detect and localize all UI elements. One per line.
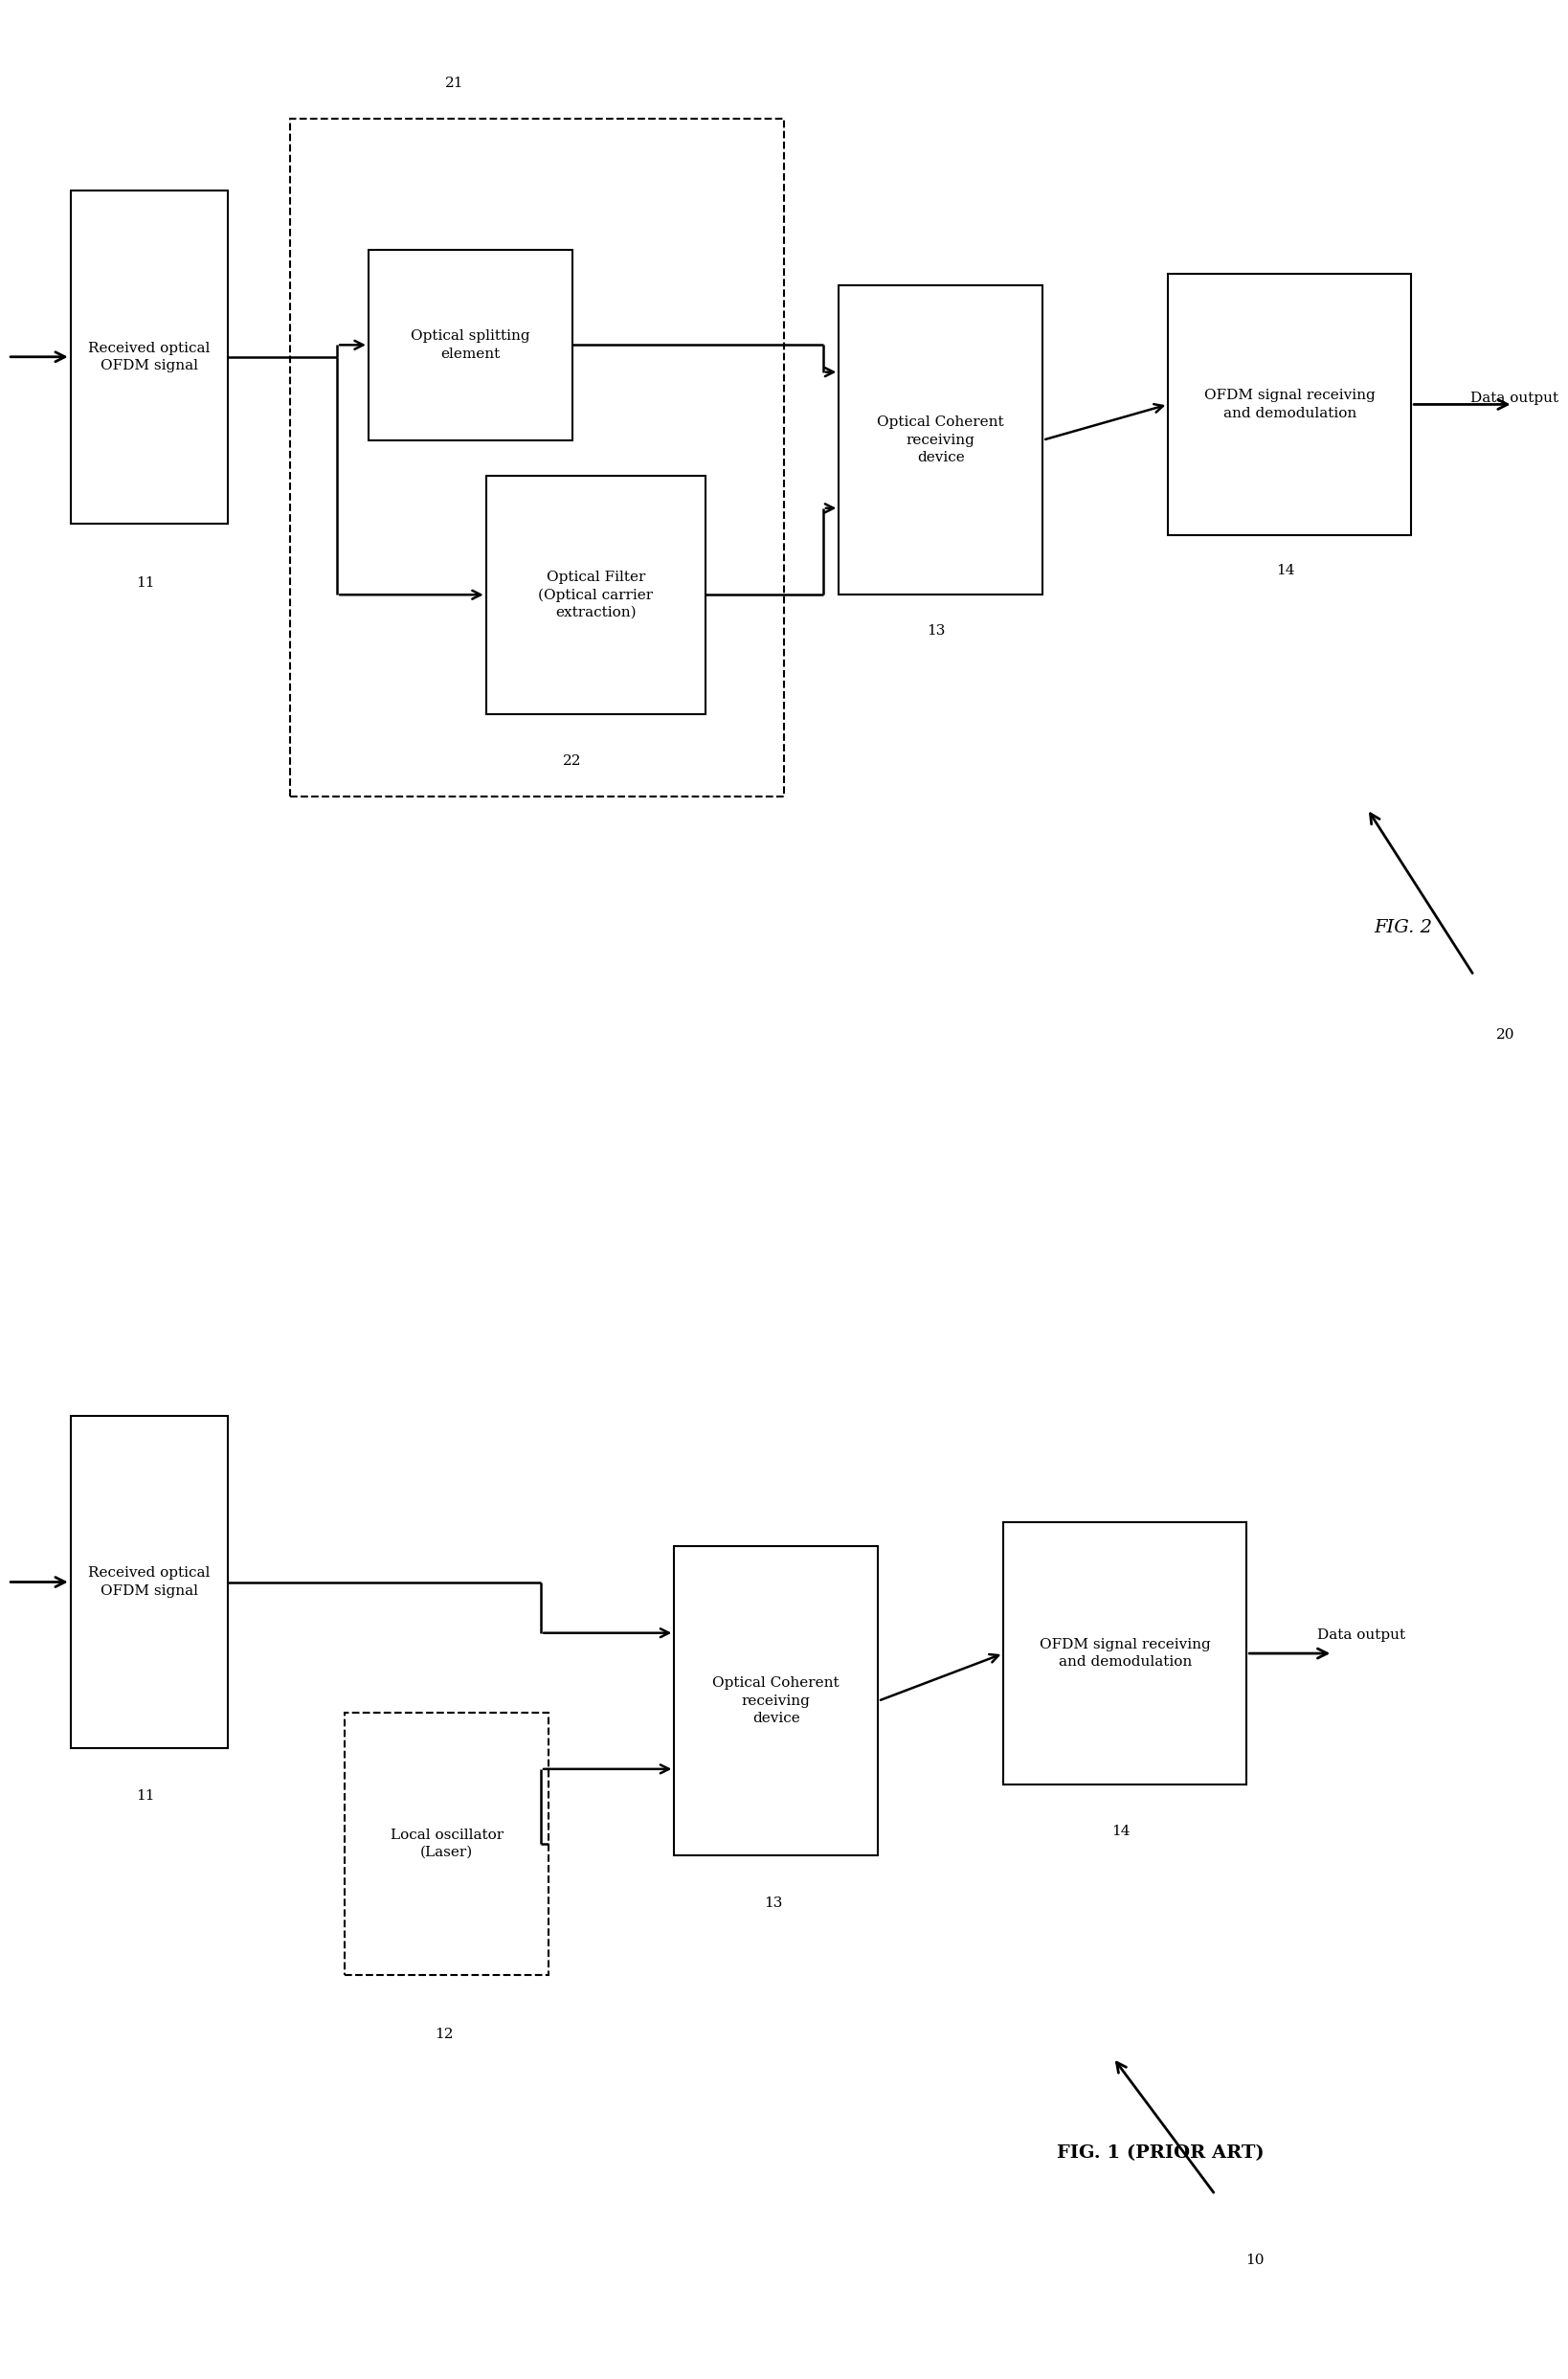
Text: Data output: Data output xyxy=(1471,393,1559,404)
Bar xyxy=(839,285,1043,595)
Bar xyxy=(71,1416,227,1749)
Bar xyxy=(1004,1523,1247,1784)
Bar xyxy=(345,1713,549,1975)
Bar xyxy=(290,119,784,797)
Bar xyxy=(1168,274,1411,535)
Text: Local oscillator
(Laser): Local oscillator (Laser) xyxy=(390,1827,503,1860)
Text: Optical Coherent
receiving
device: Optical Coherent receiving device xyxy=(713,1677,839,1725)
Text: Data output: Data output xyxy=(1317,1630,1405,1642)
Text: 21: 21 xyxy=(445,76,464,90)
Text: Received optical
OFDM signal: Received optical OFDM signal xyxy=(88,1565,210,1599)
Text: OFDM signal receiving
and demodulation: OFDM signal receiving and demodulation xyxy=(1040,1637,1210,1670)
Bar xyxy=(674,1546,878,1856)
Text: OFDM signal receiving
and demodulation: OFDM signal receiving and demodulation xyxy=(1204,388,1375,421)
Text: 12: 12 xyxy=(434,2027,453,2041)
Text: 13: 13 xyxy=(927,623,946,638)
Text: 10: 10 xyxy=(1245,2253,1264,2267)
Text: Received optical
OFDM signal: Received optical OFDM signal xyxy=(88,340,210,374)
Text: 14: 14 xyxy=(1112,1825,1131,1839)
Text: Optical Coherent
receiving
device: Optical Coherent receiving device xyxy=(878,416,1004,464)
Text: Optical Filter
(Optical carrier
extraction): Optical Filter (Optical carrier extracti… xyxy=(538,571,654,619)
Text: 20: 20 xyxy=(1496,1028,1515,1042)
Text: 11: 11 xyxy=(136,576,155,590)
Text: FIG. 1 (PRIOR ART): FIG. 1 (PRIOR ART) xyxy=(1057,2143,1264,2163)
Bar xyxy=(486,476,706,714)
Text: 22: 22 xyxy=(563,754,582,768)
Text: FIG. 2: FIG. 2 xyxy=(1374,918,1433,937)
Bar xyxy=(71,190,227,523)
Bar xyxy=(368,250,572,440)
Text: 13: 13 xyxy=(764,1896,782,1910)
Text: 11: 11 xyxy=(136,1789,155,1803)
Text: Optical splitting
element: Optical splitting element xyxy=(411,328,530,362)
Text: 14: 14 xyxy=(1276,564,1295,578)
